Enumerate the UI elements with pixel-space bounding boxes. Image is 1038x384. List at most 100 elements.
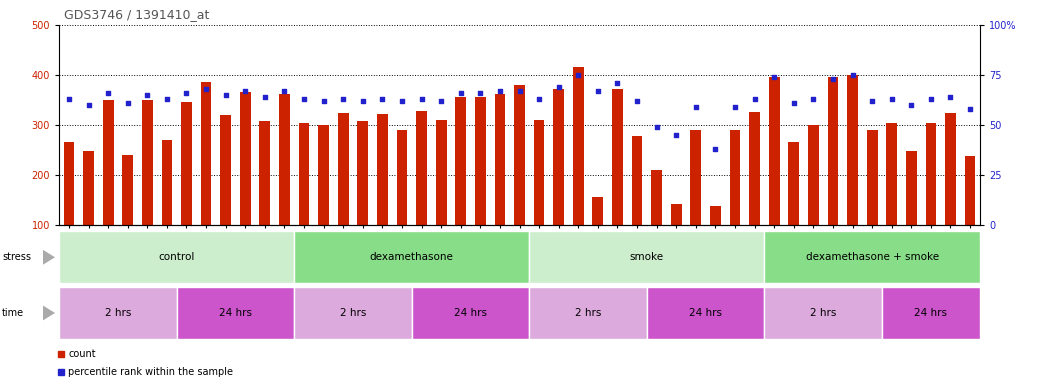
Bar xyxy=(416,111,427,225)
Bar xyxy=(710,206,720,225)
Bar xyxy=(882,287,980,339)
Point xyxy=(609,80,626,86)
Point xyxy=(805,96,822,102)
Text: control: control xyxy=(159,252,195,262)
Bar xyxy=(412,287,529,339)
Bar xyxy=(299,123,309,225)
Bar xyxy=(220,115,231,225)
Point xyxy=(903,102,920,108)
Bar xyxy=(200,83,212,225)
Bar xyxy=(294,287,412,339)
Bar xyxy=(764,287,882,339)
Point xyxy=(413,96,430,102)
Point xyxy=(649,124,665,130)
Point xyxy=(217,92,234,98)
Bar xyxy=(651,170,662,225)
Bar xyxy=(612,89,623,225)
Bar xyxy=(671,204,682,225)
Bar xyxy=(553,89,564,225)
Text: 2 hrs: 2 hrs xyxy=(339,308,366,318)
Point xyxy=(433,98,449,104)
Bar xyxy=(946,113,956,225)
Text: 2 hrs: 2 hrs xyxy=(810,308,837,318)
Bar xyxy=(377,114,388,225)
Polygon shape xyxy=(43,250,55,265)
Bar xyxy=(573,68,583,225)
Bar xyxy=(494,94,506,225)
Bar xyxy=(867,130,877,225)
Point xyxy=(550,84,567,90)
Bar xyxy=(397,130,407,225)
Bar xyxy=(749,113,760,225)
Bar xyxy=(279,94,290,225)
Bar xyxy=(436,120,446,225)
Bar xyxy=(847,75,858,225)
Point xyxy=(159,96,175,102)
Point xyxy=(179,90,195,96)
Bar xyxy=(162,140,172,225)
Bar xyxy=(337,113,349,225)
Text: percentile rank within the sample: percentile rank within the sample xyxy=(69,366,234,377)
Text: 2 hrs: 2 hrs xyxy=(575,308,601,318)
Point xyxy=(198,86,215,92)
Bar xyxy=(529,232,764,283)
Point xyxy=(256,94,273,100)
Bar xyxy=(103,100,113,225)
Bar xyxy=(176,287,294,339)
Text: 24 hrs: 24 hrs xyxy=(914,308,948,318)
Bar xyxy=(534,120,545,225)
Point xyxy=(746,96,763,102)
Point xyxy=(100,90,116,96)
Bar xyxy=(63,142,75,225)
Bar xyxy=(764,232,980,283)
Point xyxy=(629,98,646,104)
Text: dexamethasone + smoke: dexamethasone + smoke xyxy=(805,252,938,262)
Point xyxy=(570,72,586,78)
Bar xyxy=(769,78,780,225)
Bar xyxy=(529,287,647,339)
Bar xyxy=(886,123,897,225)
Bar xyxy=(632,136,643,225)
Bar xyxy=(475,98,486,225)
Point xyxy=(472,90,489,96)
Point xyxy=(335,96,352,102)
Text: 2 hrs: 2 hrs xyxy=(105,308,131,318)
Bar xyxy=(647,287,764,339)
Text: count: count xyxy=(69,349,95,359)
Point xyxy=(316,98,332,104)
Point xyxy=(453,90,469,96)
Point xyxy=(667,132,684,138)
Text: smoke: smoke xyxy=(630,252,664,262)
Text: 24 hrs: 24 hrs xyxy=(689,308,722,318)
Point xyxy=(883,96,900,102)
Bar xyxy=(260,121,270,225)
Point xyxy=(943,94,959,100)
Bar xyxy=(122,155,133,225)
Bar xyxy=(690,130,702,225)
Point xyxy=(844,72,861,78)
Point xyxy=(727,104,743,110)
Point xyxy=(707,146,723,152)
Point xyxy=(296,96,312,102)
Point xyxy=(511,88,527,94)
Bar xyxy=(181,103,192,225)
Point xyxy=(766,74,783,80)
Point xyxy=(530,96,547,102)
Bar xyxy=(964,156,976,225)
Point xyxy=(80,102,97,108)
Bar xyxy=(456,98,466,225)
Text: stress: stress xyxy=(2,252,31,262)
Point xyxy=(786,100,802,106)
Point xyxy=(687,104,704,110)
Text: 24 hrs: 24 hrs xyxy=(454,308,487,318)
Bar xyxy=(59,287,176,339)
Bar xyxy=(827,78,839,225)
Bar xyxy=(789,142,799,225)
Point xyxy=(492,88,509,94)
Bar xyxy=(357,121,368,225)
Point xyxy=(355,98,372,104)
Bar xyxy=(240,93,250,225)
Point xyxy=(824,76,841,82)
Text: GDS3746 / 1391410_at: GDS3746 / 1391410_at xyxy=(64,8,210,21)
Point xyxy=(60,96,77,102)
